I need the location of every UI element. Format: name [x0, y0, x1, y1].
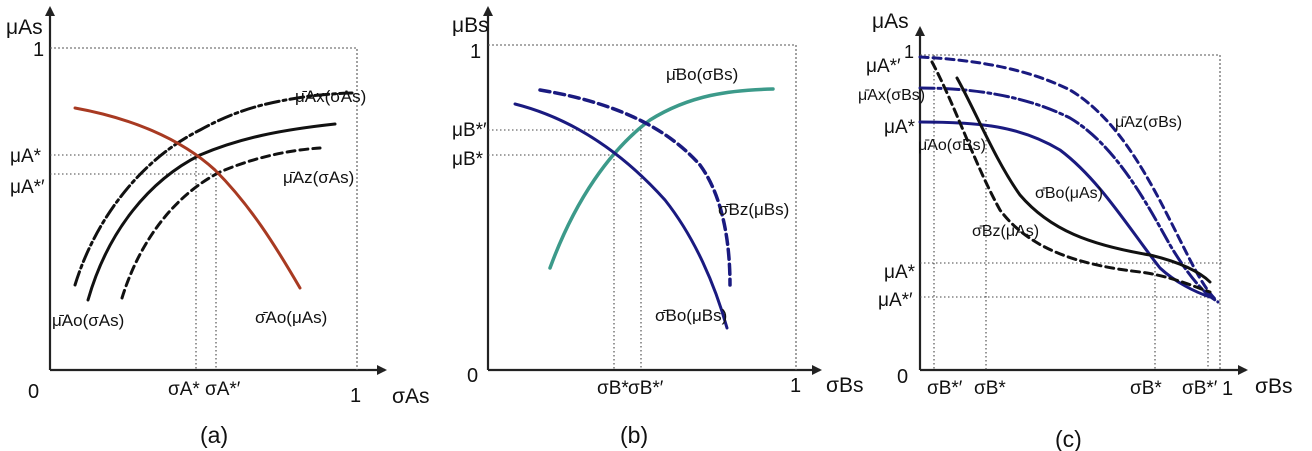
panel-b-x-mark-sigma-star: σB*	[597, 378, 629, 399]
panel-a-curve-mu-x-label: μ̄Ax(σAs)	[295, 87, 366, 106]
panel-a: μAs σAs 0 1 1 μA* μA*′ σA* σA*′ μ̄Ax(σAs…	[6, 6, 429, 448]
panel-c-curve-mu-z-label: μ̄Az(σBs)	[1115, 114, 1182, 131]
panel-c-curve-mu-z	[918, 55, 1220, 304]
panel-c-curve-mu-x-label: μ̄Ax(σBs)	[858, 87, 925, 104]
panel-b-x-mark-sigma-star-prime: σB*′	[628, 378, 664, 399]
panel-c-origin-label: 0	[897, 366, 908, 388]
panel-c-x-mark-sigma-star-left: σB*	[974, 378, 1006, 399]
panel-a-y-axis-label: μAs	[6, 16, 43, 39]
panel-a-curve-sigma-o	[73, 106, 302, 290]
panel-a-x-one-label: 1	[350, 385, 361, 407]
panel-b-curve-mu-o	[548, 87, 775, 270]
panel-c-x-mark-sigma-star-right: σB*	[1130, 378, 1162, 399]
panel-c: μAs σBs 0 1 1 μA*′ μA* μA* μA*′ σB*′ σB*…	[858, 10, 1292, 451]
panel-b-curve-sigma-z	[538, 88, 732, 287]
panel-c-curve-mu-x	[918, 86, 1217, 302]
panel-b: μBs σBs 0 1 1 μB*′ μB* σB* σB*′ μ̄Bo(σBs…	[452, 6, 863, 448]
panel-b-y-mark-mu-star: μB*	[452, 149, 484, 170]
panel-a-curve-mu-o	[86, 122, 337, 302]
panel-c-x-axis-label: σBs	[1255, 375, 1292, 398]
panel-c-caption: (c)	[1055, 426, 1082, 451]
panel-b-y-one-label: 1	[470, 41, 481, 63]
panel-b-caption: (b)	[620, 422, 648, 448]
panel-a-curve-mu-x	[73, 91, 354, 287]
panel-c-curve-mu-o-label: μ̄Ao(σBs)	[918, 137, 986, 154]
panel-a-caption: (a)	[200, 422, 228, 448]
panel-c-y-one-label: 1	[904, 42, 914, 62]
panel-b-curve-sigma-o-label: σ̄Bo(μBs)	[655, 306, 727, 325]
panel-a-unit-frame	[50, 47, 358, 370]
panel-c-x-mark-sigma-star-prime-right: σB*′	[1182, 378, 1218, 399]
panel-a-y-mark-mu-star: μA*	[10, 146, 42, 167]
panel-c-x-mark-sigma-star-prime-left: σB*′	[927, 378, 963, 399]
panel-c-y-mark-bottom-mu-star: μA*	[884, 262, 916, 283]
panel-b-origin-label: 0	[467, 365, 478, 387]
panel-b-x-one-label: 1	[790, 375, 801, 397]
panel-b-unit-frame	[488, 44, 797, 370]
panel-a-curve-mu-z	[120, 146, 322, 300]
panel-c-curve-sigma-z-label: σ̄Bz(μAs)	[972, 223, 1039, 240]
panel-a-y-mark-mu-star-prime: μA*′	[10, 177, 45, 198]
panel-a-curve-mu-o-label: μ̄Ao(σAs)	[52, 311, 124, 330]
panel-a-origin-label: 0	[28, 381, 39, 403]
panel-a-x-mark-sigma-star: σA*	[168, 379, 200, 400]
panel-b-curve-sigma-z-label: σ̄Bz(μBs)	[718, 200, 789, 219]
panel-a-x-mark-sigma-star-prime: σA*′	[205, 379, 241, 400]
panel-c-y-axis-label: μAs	[872, 10, 909, 33]
panel-c-curve-sigma-z	[930, 60, 1212, 294]
panel-c-y-mark-bottom-mu-star-prime: μA*′	[878, 290, 913, 311]
panel-b-x-axis-label: σBs	[826, 374, 863, 397]
panel-b-curve-mu-o-label: μ̄Bo(σBs)	[666, 65, 738, 84]
panel-b-curve-sigma-o	[513, 102, 729, 330]
panel-c-y-mark-top-mu-star: μA*	[884, 117, 916, 138]
panel-a-curve-mu-z-label: μ̄Az(σAs)	[283, 168, 354, 187]
panel-c-x-one-label: 1	[1222, 378, 1233, 400]
panel-c-curve-sigma-o	[955, 76, 1212, 284]
panel-b-y-axis-label: μBs	[452, 14, 489, 37]
panel-a-x-axis-label: σAs	[392, 385, 429, 408]
panel-c-y-mark-top-mu-star-prime: μA*′	[866, 56, 901, 77]
panel-a-y-one-label: 1	[33, 39, 44, 61]
panel-c-curve-sigma-o-label: σ̄Bo(μAs)	[1035, 185, 1103, 202]
panel-b-y-mark-mu-star-prime: μB*′	[452, 120, 487, 141]
panel-a-curve-sigma-o-label: σ̄Ao(μAs)	[255, 308, 327, 327]
panel-c-unit-frame	[920, 54, 1221, 370]
